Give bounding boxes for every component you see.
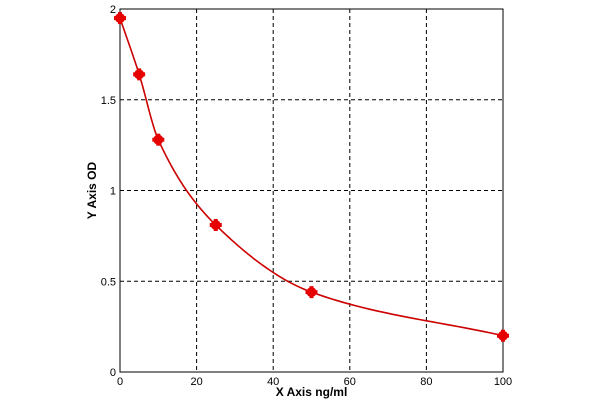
grid-lines — [120, 9, 503, 372]
x-tick-label: 80 — [420, 376, 432, 388]
y-axis-title: Y Axis OD — [85, 161, 99, 219]
x-tick-label: 0 — [117, 376, 123, 388]
x-tick-label: 100 — [494, 376, 512, 388]
y-tick-label: 1.5 — [101, 95, 116, 107]
data-point — [209, 218, 222, 231]
data-point — [114, 12, 126, 25]
data-point — [133, 68, 146, 81]
x-tick-label: 40 — [267, 376, 279, 388]
y-tick-label: 0 — [110, 367, 116, 379]
x-tick-label: 20 — [190, 376, 202, 388]
data-points — [114, 12, 509, 342]
tick-labels: 0 20 40 60 80 100 0 0.5 1 1.5 2 — [101, 4, 512, 388]
data-point — [497, 329, 509, 342]
y-tick-label: 0.5 — [101, 276, 116, 288]
y-tick-label: 1 — [110, 186, 116, 198]
data-point — [305, 286, 318, 299]
x-axis-title: X Axis ng/ml — [276, 385, 348, 399]
y-tick-label: 2 — [110, 4, 116, 16]
x-tick-label: 60 — [344, 376, 356, 388]
plot-frame — [119, 8, 504, 373]
data-point — [152, 133, 165, 146]
fit-curve-line — [119, 17, 504, 337]
